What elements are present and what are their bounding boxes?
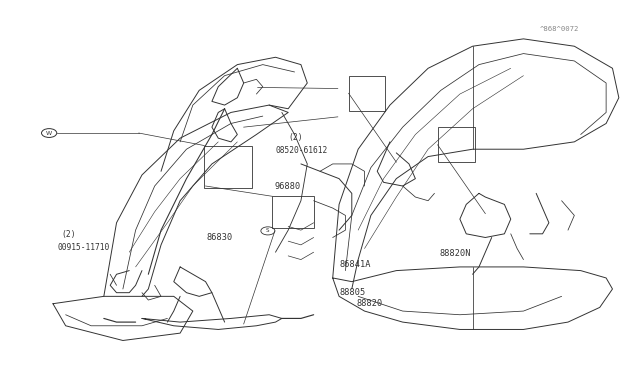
Text: 86830: 86830 bbox=[207, 233, 233, 242]
Text: 88820: 88820 bbox=[357, 299, 383, 308]
Bar bbox=[204, 145, 252, 188]
Bar bbox=[272, 196, 314, 228]
Text: 08520-61612: 08520-61612 bbox=[275, 145, 328, 154]
Text: 96880: 96880 bbox=[274, 182, 300, 190]
Bar bbox=[349, 76, 385, 110]
Text: (2): (2) bbox=[61, 230, 76, 239]
Text: ^868^0072: ^868^0072 bbox=[540, 26, 579, 32]
Text: (2): (2) bbox=[288, 133, 303, 142]
Text: W: W bbox=[46, 131, 52, 135]
Text: 88805: 88805 bbox=[339, 288, 365, 297]
Bar bbox=[438, 127, 474, 162]
Text: 86841A: 86841A bbox=[339, 260, 371, 269]
Text: 88820N: 88820N bbox=[440, 249, 471, 258]
Text: 00915-11710: 00915-11710 bbox=[58, 243, 109, 252]
Text: S: S bbox=[266, 228, 269, 233]
